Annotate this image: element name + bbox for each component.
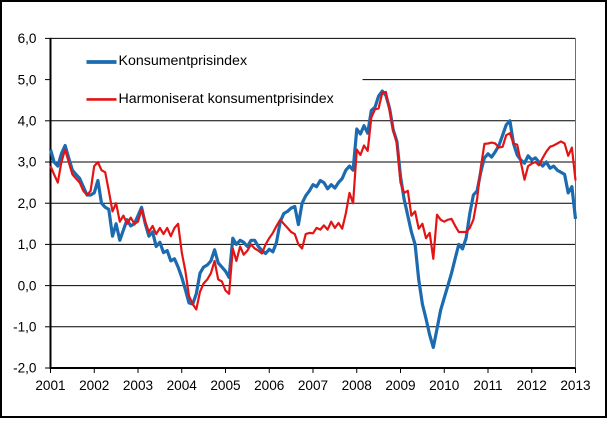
svg-text:2012: 2012 bbox=[517, 378, 547, 393]
svg-text:-2,0: -2,0 bbox=[13, 361, 37, 376]
svg-text:6,0: 6,0 bbox=[18, 31, 37, 46]
svg-text:2007: 2007 bbox=[298, 378, 328, 393]
svg-text:2001: 2001 bbox=[35, 378, 65, 393]
svg-text:2,0: 2,0 bbox=[18, 196, 37, 211]
svg-text:2006: 2006 bbox=[254, 378, 284, 393]
svg-text:4,0: 4,0 bbox=[18, 114, 37, 129]
svg-text:2008: 2008 bbox=[342, 378, 372, 393]
svg-text:Harmoniserat konsumentprisinde: Harmoniserat konsumentprisindex bbox=[119, 91, 334, 107]
svg-text:2004: 2004 bbox=[167, 378, 198, 393]
svg-text:1,0: 1,0 bbox=[18, 237, 37, 252]
svg-text:0,0: 0,0 bbox=[18, 278, 37, 293]
svg-text:2005: 2005 bbox=[210, 378, 240, 393]
svg-text:2009: 2009 bbox=[385, 378, 415, 393]
svg-text:2003: 2003 bbox=[123, 378, 153, 393]
svg-text:3,0: 3,0 bbox=[18, 155, 37, 170]
svg-text:2011: 2011 bbox=[473, 378, 502, 393]
svg-text:2010: 2010 bbox=[429, 378, 460, 393]
svg-text:2002: 2002 bbox=[79, 378, 109, 393]
svg-text:5,0: 5,0 bbox=[18, 72, 37, 87]
svg-text:Konsumentprisindex: Konsumentprisindex bbox=[119, 53, 248, 69]
svg-text:2013: 2013 bbox=[560, 378, 590, 393]
svg-text:-1,0: -1,0 bbox=[13, 320, 37, 335]
